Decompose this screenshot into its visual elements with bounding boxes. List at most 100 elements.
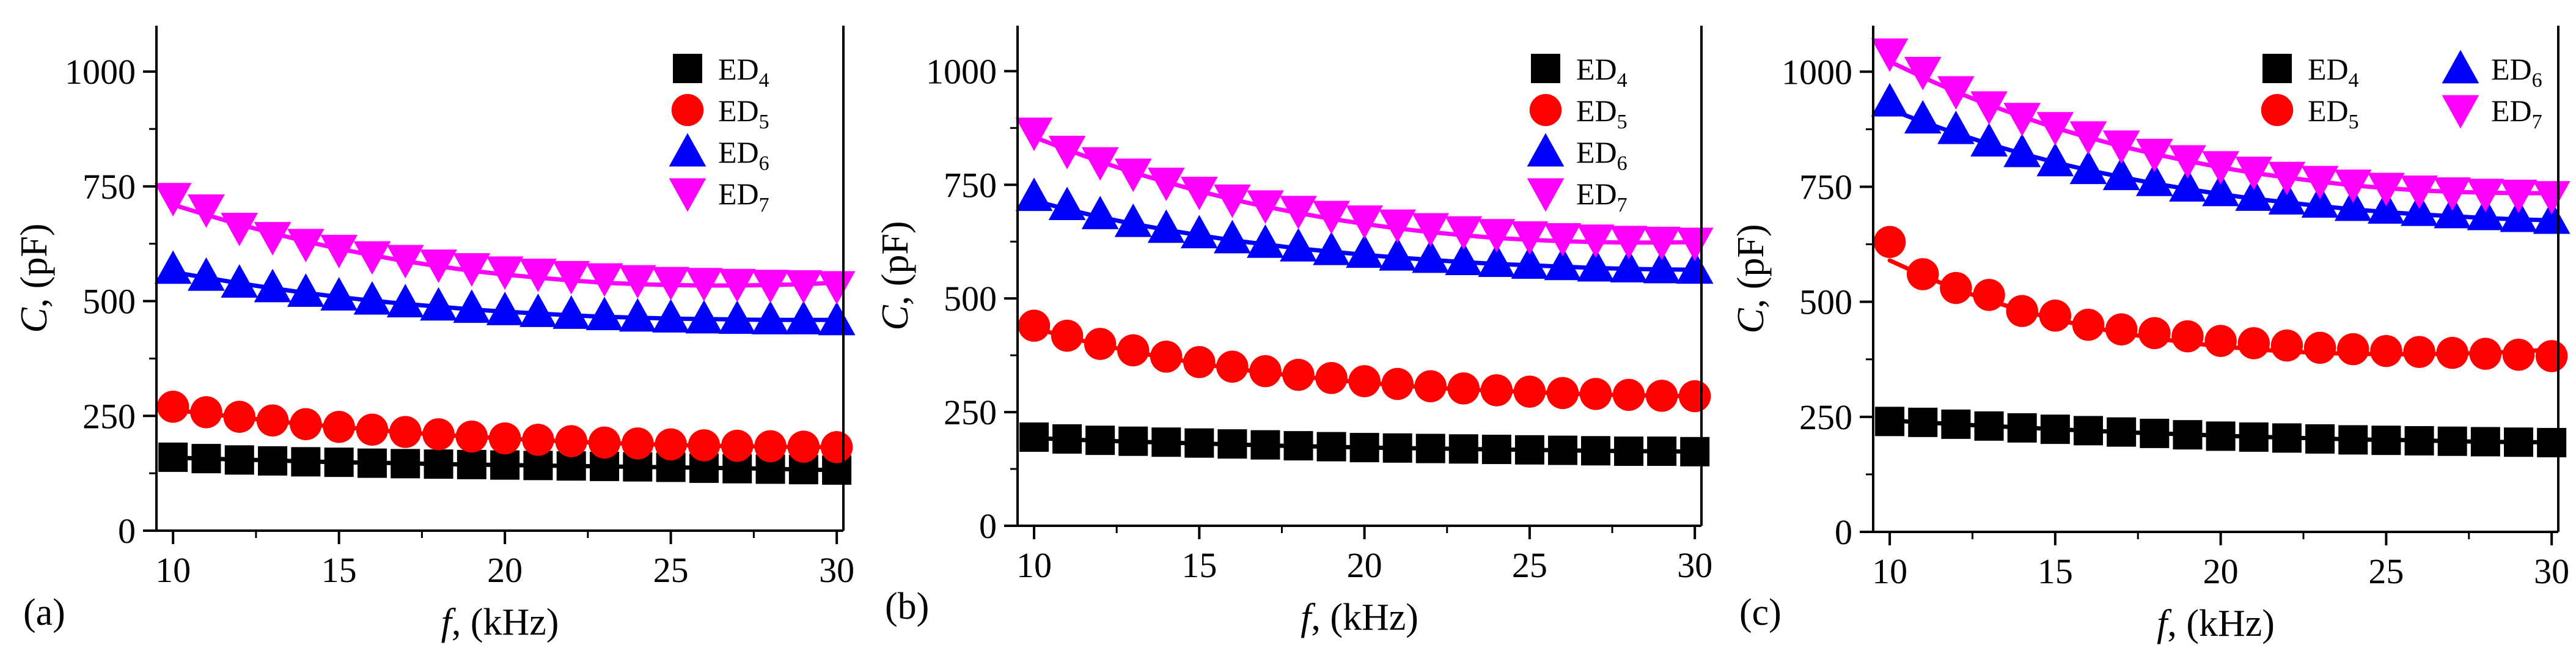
data-point-ed6 bbox=[1478, 243, 1516, 278]
data-point-ed7 bbox=[2401, 175, 2438, 209]
legend-label-ed6: ED6 bbox=[1576, 135, 1627, 175]
y-tick-label: 250 bbox=[1799, 397, 1852, 437]
x-tick-label: 30 bbox=[2534, 551, 2569, 591]
data-point-ed4 bbox=[324, 448, 354, 477]
data-point-ed4 bbox=[1151, 427, 1181, 457]
data-point-ed5 bbox=[1940, 271, 1972, 304]
data-point-ed5 bbox=[2370, 334, 2402, 367]
legend-label-ed4: ED4 bbox=[2308, 52, 2359, 92]
data-point-ed6 bbox=[1412, 239, 1450, 273]
x-tick-label: 10 bbox=[1872, 551, 1907, 591]
data-point-ed5 bbox=[2072, 309, 2105, 341]
data-point-ed6 bbox=[2367, 190, 2405, 224]
legend-marker-ed7 bbox=[1527, 178, 1565, 212]
data-point-ed4 bbox=[1974, 411, 2004, 441]
data-point-ed6 bbox=[2102, 157, 2140, 190]
legend-label-name: ED bbox=[1576, 94, 1617, 128]
data-point-ed6 bbox=[486, 292, 524, 325]
data-point-ed7 bbox=[2301, 166, 2339, 200]
legend-label-name: ED bbox=[2491, 52, 2532, 86]
data-point-ed5 bbox=[1084, 328, 1117, 360]
legend-label-subscript: 4 bbox=[1617, 69, 1627, 92]
data-point-ed4 bbox=[2404, 426, 2434, 455]
data-point-ed7 bbox=[2500, 179, 2537, 213]
chart-panel-b: 0 250 500 750 1000 10 15 20 25 30 f, (kHz) C, (pF) (… bbox=[875, 26, 1714, 638]
data-point-ed7 bbox=[453, 253, 491, 287]
y-tick-label: 250 bbox=[83, 396, 136, 436]
data-point-ed7 bbox=[1970, 91, 2008, 125]
data-point-ed5 bbox=[1117, 334, 1150, 367]
data-point-ed4 bbox=[2272, 423, 2302, 453]
y-tick-label: 0 bbox=[1835, 512, 1852, 552]
legend-marker-ed5 bbox=[1529, 94, 1562, 127]
legend-label-name: ED bbox=[1576, 52, 1617, 86]
data-point-ed7 bbox=[1147, 168, 1185, 201]
data-point-ed6 bbox=[1015, 177, 1053, 212]
data-point-ed7 bbox=[552, 260, 590, 295]
data-point-ed4 bbox=[1514, 435, 1544, 465]
data-point-ed7 bbox=[1247, 190, 1284, 224]
data-point-ed5 bbox=[1216, 350, 1249, 383]
x-tick-label: 25 bbox=[653, 550, 689, 590]
legend-label-subscript: 5 bbox=[759, 111, 769, 133]
data-point-ed5 bbox=[655, 428, 687, 461]
data-point-ed5 bbox=[1414, 370, 1447, 402]
data-point-ed4 bbox=[2470, 427, 2500, 457]
data-point-ed5 bbox=[721, 429, 754, 462]
data-point-ed7 bbox=[585, 263, 623, 297]
data-point-ed5 bbox=[1381, 367, 1414, 400]
data-point-ed4 bbox=[1250, 430, 1280, 460]
data-point-ed4 bbox=[1547, 435, 1577, 465]
data-point-ed6 bbox=[1937, 110, 1975, 144]
x-tick-label: 15 bbox=[1181, 545, 1217, 585]
y-tick-label: 1000 bbox=[1782, 52, 1852, 92]
data-point-ed4 bbox=[391, 449, 420, 479]
data-point-ed5 bbox=[2006, 295, 2038, 327]
data-point-ed4 bbox=[1283, 431, 1313, 461]
data-point-ed7 bbox=[1412, 213, 1450, 247]
data-point-ed7 bbox=[420, 249, 457, 283]
data-point-ed5 bbox=[156, 391, 189, 423]
data-point-ed4 bbox=[1614, 437, 1644, 466]
data-point-ed5 bbox=[1873, 226, 1906, 259]
data-point-ed4 bbox=[1481, 435, 1511, 465]
data-point-ed5 bbox=[2535, 340, 2568, 372]
data-point-ed7 bbox=[221, 213, 259, 246]
panel-label: (c) bbox=[1739, 592, 1782, 633]
data-point-ed5 bbox=[1546, 377, 1579, 410]
legend-label-subscript: 7 bbox=[2532, 111, 2542, 133]
legend-label-subscript: 6 bbox=[759, 152, 769, 175]
y-tick-label: 750 bbox=[1799, 167, 1852, 207]
data-point-ed5 bbox=[2039, 299, 2072, 332]
data-point-ed6 bbox=[1577, 248, 1615, 282]
data-point-ed6 bbox=[2467, 196, 2504, 230]
data-point-ed6 bbox=[221, 264, 259, 298]
data-point-ed6 bbox=[1871, 83, 1909, 117]
legend-label-subscript: 7 bbox=[1617, 194, 1627, 216]
data-point-ed4 bbox=[490, 450, 520, 480]
data-point-ed4 bbox=[2107, 417, 2137, 447]
data-point-ed6 bbox=[420, 287, 457, 321]
data-point-ed7 bbox=[1610, 226, 1648, 260]
data-point-ed7 bbox=[353, 241, 391, 275]
data-point-ed4 bbox=[191, 444, 221, 474]
x-axis-unit: , (kHz) bbox=[452, 602, 559, 643]
data-point-ed6 bbox=[453, 289, 491, 323]
data-point-ed5 bbox=[688, 429, 721, 462]
data-point-ed7 bbox=[287, 229, 325, 263]
data-point-ed5 bbox=[2403, 336, 2435, 368]
data-point-ed7 bbox=[1114, 158, 1152, 193]
data-point-ed4 bbox=[2040, 415, 2070, 444]
legend-label-subscript: 4 bbox=[2349, 69, 2359, 92]
legend-marker-ed5 bbox=[2261, 94, 2294, 127]
data-point-ed7 bbox=[2202, 151, 2240, 185]
data-point-ed7 bbox=[2069, 121, 2107, 155]
data-point-ed5 bbox=[2502, 338, 2535, 371]
data-point-ed7 bbox=[254, 222, 292, 256]
data-point-ed7 bbox=[154, 183, 192, 216]
data-point-ed6 bbox=[1081, 196, 1119, 229]
data-point-ed4 bbox=[2007, 413, 2037, 443]
